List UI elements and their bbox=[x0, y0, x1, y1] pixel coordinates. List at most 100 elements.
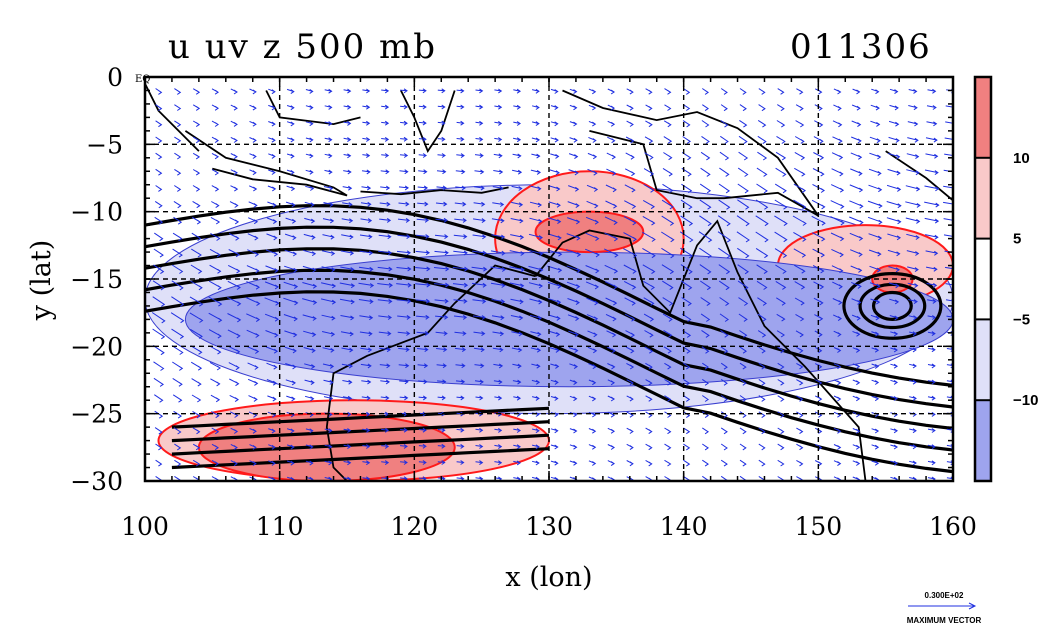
y-tick-label: −25 bbox=[70, 400, 123, 429]
wind-vector bbox=[924, 185, 940, 192]
wind-vector bbox=[211, 185, 220, 192]
wind-vector bbox=[174, 120, 182, 128]
wind-vector bbox=[192, 136, 201, 144]
wind-vector bbox=[379, 347, 392, 353]
wind-vector bbox=[943, 201, 953, 205]
wind-vector bbox=[757, 135, 767, 145]
wind-vector bbox=[248, 185, 258, 192]
wind-vector bbox=[755, 199, 769, 210]
wind-vector bbox=[643, 313, 655, 322]
wind-vector bbox=[286, 169, 295, 175]
wind-vector bbox=[192, 169, 201, 176]
wind-vector bbox=[774, 248, 788, 259]
wind-vector bbox=[381, 88, 390, 94]
wind-vector bbox=[343, 153, 352, 159]
wind-vector bbox=[473, 201, 486, 207]
wind-vector bbox=[286, 121, 295, 127]
wind-vector bbox=[531, 379, 541, 385]
wind-vector bbox=[417, 185, 429, 191]
wind-vector bbox=[776, 135, 786, 144]
wind-vector bbox=[852, 444, 861, 450]
wind-vector bbox=[890, 428, 899, 434]
wind-vector bbox=[607, 363, 616, 370]
wind-vector bbox=[908, 315, 918, 321]
wind-vector bbox=[227, 329, 241, 339]
wind-vector bbox=[607, 427, 616, 434]
wind-vector bbox=[833, 460, 842, 467]
wind-vector bbox=[286, 105, 295, 111]
wind-vector bbox=[720, 329, 729, 338]
wind-vector bbox=[642, 231, 656, 242]
wind-vector bbox=[679, 231, 694, 243]
wind-vector bbox=[756, 280, 768, 290]
wind-vector bbox=[944, 266, 953, 272]
wind-vector bbox=[568, 153, 579, 160]
wind-vector bbox=[607, 120, 616, 127]
wind-vector bbox=[758, 443, 766, 451]
wind-vector bbox=[286, 428, 295, 434]
wind-vector bbox=[643, 297, 655, 306]
wind-vector bbox=[324, 137, 333, 143]
wind-vector bbox=[302, 298, 318, 305]
wind-vector bbox=[360, 218, 373, 224]
wind-vector bbox=[588, 104, 597, 111]
wind-vector bbox=[190, 280, 203, 291]
wind-vector bbox=[268, 121, 276, 127]
height-contour bbox=[871, 290, 913, 321]
wind-vector bbox=[211, 201, 220, 209]
wind-vector bbox=[832, 120, 843, 128]
wind-vector bbox=[343, 444, 352, 450]
wind-vector bbox=[645, 379, 653, 386]
wind-vector bbox=[529, 298, 543, 305]
wind-vector bbox=[190, 264, 203, 274]
wind-vector bbox=[172, 361, 184, 371]
wind-vector bbox=[246, 265, 260, 274]
wind-vector bbox=[775, 264, 787, 274]
wind-vector bbox=[362, 460, 371, 466]
wind-vector bbox=[625, 136, 635, 144]
wind-vector bbox=[870, 104, 880, 111]
wind-vector bbox=[494, 88, 503, 94]
wind-vector bbox=[229, 378, 240, 387]
wind-vector bbox=[210, 216, 221, 225]
wind-vector bbox=[211, 152, 220, 160]
wind-vector bbox=[152, 296, 166, 307]
wind-vector bbox=[248, 201, 258, 208]
wind-vector bbox=[454, 201, 467, 207]
wind-vector bbox=[475, 104, 484, 110]
wind-vector bbox=[717, 231, 732, 243]
wind-vector bbox=[230, 153, 238, 160]
wind-vector bbox=[549, 185, 561, 192]
wind-vector bbox=[475, 395, 484, 401]
wind-vector bbox=[155, 120, 163, 128]
wind-vector bbox=[775, 151, 787, 161]
wind-vector bbox=[268, 104, 276, 111]
wind-vector bbox=[547, 249, 563, 257]
wind-vector bbox=[174, 136, 182, 144]
wind-vector bbox=[417, 347, 429, 353]
wind-vector bbox=[340, 315, 355, 321]
wind-vector bbox=[416, 234, 430, 239]
wind-vector bbox=[626, 362, 635, 370]
wind-vector bbox=[811, 232, 826, 242]
wind-vector bbox=[475, 136, 484, 142]
wind-vector bbox=[268, 460, 276, 466]
wind-vector bbox=[473, 331, 486, 337]
wind-vector bbox=[418, 136, 427, 142]
wind-vector bbox=[943, 185, 953, 189]
y-tick-label: 0 bbox=[107, 63, 123, 92]
wind-vector bbox=[434, 250, 449, 256]
wind-vector bbox=[871, 379, 880, 385]
wind-vector bbox=[550, 428, 559, 434]
wind-vector bbox=[869, 136, 881, 144]
wind-vector bbox=[304, 201, 315, 208]
wind-vector bbox=[192, 104, 201, 111]
wind-vector bbox=[867, 216, 883, 225]
wind-vector bbox=[569, 412, 578, 418]
wind-vector bbox=[606, 346, 616, 354]
wind-vector bbox=[795, 120, 805, 128]
wind-vector bbox=[264, 313, 280, 322]
wind-vector bbox=[774, 231, 788, 243]
wind-vector bbox=[871, 347, 880, 353]
wind-vector bbox=[794, 167, 806, 177]
